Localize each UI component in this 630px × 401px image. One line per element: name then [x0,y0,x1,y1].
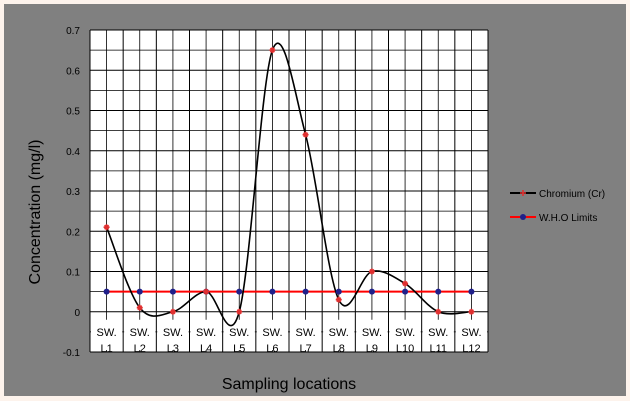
chromium-point [269,47,276,54]
y-tick-label: -0.1 [63,348,81,359]
category-label-line1: SW. [428,327,448,339]
category-label-line1: SW. [163,327,183,339]
y-tick-label: 0.7 [66,26,80,37]
x-axis-label: Sampling locations [222,376,356,393]
who-limit-point [335,288,342,295]
category-label-line1: SW. [329,327,349,339]
who-limit-point [368,288,375,295]
chromium-point [302,131,309,138]
y-tick-label: 0.1 [66,268,80,279]
chromium-point [136,304,143,311]
y-axis-label: Concentration (mg/l) [27,140,44,285]
category-label-line2: L3 [167,343,179,355]
category-label-line2: L1 [100,343,112,355]
x-axis-categories: SW. L1 SW. L2 SW. L3 SW. L4 SW. L5 SW. L6 SW. L7 SW. L8… [91,319,487,355]
series-layer [103,42,475,327]
category-label-box [124,319,156,350]
category-label-line2: L5 [233,343,245,355]
category-label-line1: SW. [395,327,415,339]
category-label-line1: SW. [262,327,282,339]
category-label-line1: SW. [295,327,315,339]
y-tick-label: 0.6 [66,66,80,77]
category-label-box [91,319,123,350]
category-label-line2: L10 [396,343,414,355]
category-label-line1: SW. [130,327,150,339]
legend-label: W.H.O Limits [539,213,597,224]
chromium-point [402,280,409,287]
chromium-point [203,288,210,295]
legend-label: Chromium (Cr) [539,189,605,200]
y-tick-label: 0.2 [66,227,80,238]
category-label-box [157,319,189,350]
category-label-box [323,319,355,350]
who-limit-point [103,288,110,295]
chromium-point [468,308,475,315]
category-label-line1: SW. [229,327,249,339]
who-limit-point [269,288,276,295]
y-axis-ticks: -0.1 0 0.1 0.2 0.3 0.4 0.5 0.6 0.7 [63,26,81,359]
chromium-point [103,224,110,231]
chromium-point [236,308,243,315]
legend-marker [520,214,526,220]
category-label-box [356,319,388,350]
chromium-point [335,296,342,303]
category-label-line1: SW. [461,327,481,339]
chromium-point [435,308,442,315]
category-label-line2: L4 [200,343,212,355]
who-limit-point [236,288,243,295]
who-limit-point [435,288,442,295]
category-label-box [455,319,487,350]
chromium-point [368,268,375,275]
category-label-box [422,319,454,350]
category-label-line1: SW. [196,327,216,339]
who-limit-point [136,288,143,295]
y-tick-label: 0.5 [66,107,80,118]
category-label-line1: SW. [362,327,382,339]
who-limit-point [468,288,475,295]
category-label-line2: L9 [366,343,378,355]
y-tick-label: 0 [74,308,80,319]
y-tick-label: 0.4 [66,147,80,158]
who-limit-point [402,288,409,295]
who-limit-point [169,288,176,295]
category-label-line2: L12 [462,343,480,355]
category-label-box [256,319,288,350]
category-label-box [290,319,322,350]
category-label-line2: L7 [299,343,311,355]
category-label-box [389,319,421,350]
category-label-line1: SW. [96,327,116,339]
category-label-line2: L11 [429,343,447,355]
category-label-line2: L8 [333,343,345,355]
legend: Chromium (Cr) W.H.O Limits [510,189,605,224]
category-label-line2: L6 [266,343,278,355]
category-label-line2: L2 [134,343,146,355]
legend-marker [520,190,526,196]
who-limit-point [302,288,309,295]
chromium-point [169,308,176,315]
category-label-box [190,319,222,350]
y-tick-label: 0.3 [66,187,80,198]
